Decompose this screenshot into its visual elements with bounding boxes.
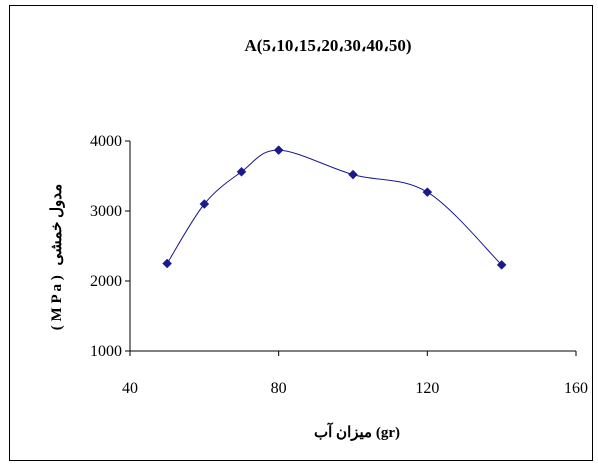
y-axis-label: ( M P a ) مدول خمشی (49, 184, 65, 330)
x-tick-label: 40 (122, 380, 138, 397)
series-layer (162, 145, 507, 270)
tick-labels: 1000 2000 3000 4000 40 80 120 160 (90, 133, 588, 397)
data-point-marker (496, 260, 507, 270)
chart-title: A(5،10،15،20،30،40،50) (244, 36, 411, 55)
chart-frame (9, 5, 593, 461)
y-tick-label: 1000 (90, 343, 122, 360)
data-point-marker (199, 199, 210, 209)
x-tick-label: 120 (415, 380, 439, 397)
y-axis-label-unit: ( M P a ) (49, 275, 65, 330)
y-tick-label: 4000 (90, 133, 122, 150)
y-axis-label-text: مدول خمشی (49, 184, 65, 266)
x-axis-label: میزان آب (gr) (314, 422, 400, 441)
data-point-marker (162, 258, 173, 269)
data-point-marker (236, 166, 247, 177)
axes (125, 140, 577, 356)
data-point-marker (422, 187, 433, 197)
x-tick-label: 160 (564, 380, 588, 397)
y-tick-label: 3000 (90, 203, 122, 220)
data-point-marker (273, 145, 284, 155)
x-tick-label: 80 (271, 380, 287, 397)
series-line (166, 149, 503, 266)
y-tick-label: 2000 (90, 273, 122, 290)
data-point-marker (348, 169, 358, 180)
svg-text:( M P a ) مدول خمشی: ( M P a ) مدول خمشی (49, 184, 65, 330)
